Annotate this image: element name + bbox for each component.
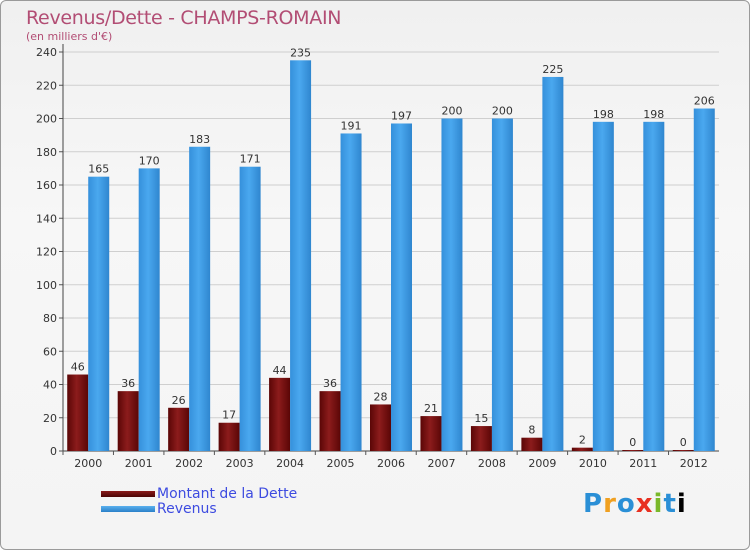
data-label-revenue: 206	[694, 95, 715, 108]
bar-revenue	[441, 118, 463, 451]
proxiti-logo: Proxiti	[583, 489, 687, 519]
y-tick-label: 240	[36, 46, 57, 59]
bar-debt	[420, 416, 442, 451]
chart-title: Revenus/Dette - CHAMPS-ROMAIN	[26, 7, 342, 29]
x-tick-label: 2009	[528, 457, 556, 470]
data-label-debt: 0	[629, 436, 636, 449]
data-label-revenue: 170	[139, 154, 160, 167]
y-tick-label: 140	[36, 212, 57, 225]
legend-label-debt: Montant de la Dette	[157, 485, 298, 502]
bar-revenue	[138, 168, 160, 451]
data-label-debt: 26	[172, 394, 186, 407]
data-label-debt: 17	[222, 409, 236, 422]
data-label-revenue: 235	[290, 46, 311, 59]
y-tick-label: 0	[50, 445, 57, 458]
bar-debt	[521, 437, 543, 451]
bar-revenue	[693, 108, 715, 452]
bar-revenue	[542, 76, 564, 451]
bar-debt	[218, 422, 240, 451]
x-tick-label: 2012	[680, 457, 708, 470]
x-tick-label: 2007	[427, 457, 455, 470]
y-tick-label: 40	[43, 379, 57, 392]
bar-debt	[269, 377, 291, 451]
legend-item-revenue: Revenus	[101, 500, 297, 517]
y-tick-label: 80	[43, 312, 57, 325]
bar-debt	[117, 391, 139, 451]
data-label-debt: 28	[374, 390, 388, 403]
legend-label-revenue: Revenus	[157, 500, 217, 517]
data-label-revenue: 197	[391, 109, 412, 122]
data-label-revenue: 191	[341, 119, 362, 132]
data-label-revenue: 198	[643, 108, 664, 121]
bar-revenue	[88, 176, 110, 451]
y-tick-label: 100	[36, 279, 57, 292]
bar-debt	[470, 426, 492, 451]
y-tick-label: 120	[36, 246, 57, 259]
data-label-debt: 36	[121, 377, 135, 390]
data-label-revenue: 183	[189, 133, 210, 146]
data-label-revenue: 225	[542, 63, 563, 76]
data-label-debt: 0	[680, 436, 687, 449]
bar-debt	[571, 447, 593, 451]
y-tick-label: 160	[36, 179, 57, 192]
y-tick-label: 60	[43, 345, 57, 358]
chart-subtitle: (en milliers d'€)	[26, 30, 113, 43]
x-tick-label: 2006	[377, 457, 405, 470]
bar-revenue	[189, 146, 211, 451]
data-label-debt: 36	[323, 377, 337, 390]
bar-debt	[67, 374, 89, 451]
x-tick-label: 2011	[629, 457, 657, 470]
data-label-debt: 15	[474, 412, 488, 425]
bar-debt	[370, 404, 391, 451]
bar-debt	[319, 391, 341, 451]
bar-revenue	[391, 123, 412, 452]
data-label-debt: 46	[71, 361, 85, 374]
bar-revenue	[643, 121, 665, 451]
y-tick-label: 20	[43, 412, 57, 425]
y-tick-label: 200	[36, 113, 57, 126]
bar-revenue	[239, 166, 261, 451]
data-label-revenue: 198	[593, 108, 614, 121]
legend-swatch-revenue	[101, 505, 155, 512]
bar-debt	[672, 450, 694, 451]
data-label-debt: 44	[273, 364, 287, 377]
data-label-revenue: 200	[492, 105, 513, 118]
bar-debt	[168, 407, 190, 451]
bar-revenue	[340, 133, 362, 451]
x-tick-label: 2010	[579, 457, 607, 470]
legend-item-debt: Montant de la Dette	[101, 485, 298, 502]
x-tick-label: 2008	[478, 457, 506, 470]
legend: Montant de la Dette Revenus	[101, 485, 298, 517]
bar-revenue	[491, 118, 513, 451]
x-tick-label: 2001	[125, 457, 153, 470]
bar-revenue	[290, 60, 312, 451]
legend-swatch-debt	[101, 490, 155, 497]
bar-revenue	[592, 121, 614, 451]
data-label-revenue: 200	[441, 105, 462, 118]
data-label-revenue: 165	[88, 163, 109, 176]
x-tick-label: 2000	[74, 457, 102, 470]
x-tick-label: 2005	[327, 457, 355, 470]
y-tick-label: 220	[36, 79, 57, 92]
y-tick-label: 180	[36, 146, 57, 159]
data-label-debt: 21	[424, 402, 438, 415]
bar-debt	[622, 450, 644, 451]
data-label-revenue: 171	[240, 153, 261, 166]
x-tick-label: 2002	[175, 457, 203, 470]
data-label-debt: 2	[579, 434, 586, 447]
x-tick-label: 2003	[226, 457, 254, 470]
data-label-debt: 8	[528, 424, 535, 437]
x-tick-label: 2004	[276, 457, 304, 470]
